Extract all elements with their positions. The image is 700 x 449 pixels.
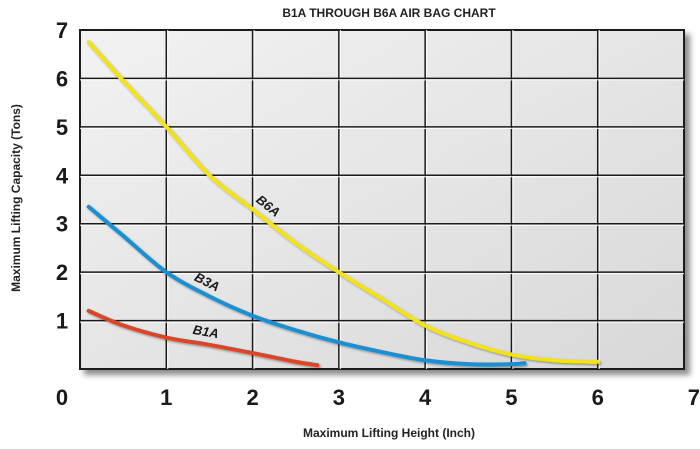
x-tick-label: 3 <box>333 385 345 410</box>
chart-title: B1A THROUGH B6A AIR BAG CHART <box>282 6 496 20</box>
x-tick-label: 0 <box>56 385 68 410</box>
y-tick-label: 1 <box>56 309 68 334</box>
grid-lines <box>80 30 684 369</box>
series-lines <box>86 40 600 368</box>
x-tick-label: 6 <box>592 385 604 410</box>
x-tick-label: 4 <box>419 385 432 410</box>
series-line-b6a <box>86 40 600 364</box>
y-tick-labels: 1 2 3 4 5 6 7 <box>56 18 69 334</box>
series-label-b1a: B1A <box>192 322 220 341</box>
x-axis-label: Maximum Lifting Height (Inch) <box>303 426 475 440</box>
series-line-b1a <box>86 308 320 368</box>
x-tick-label: 2 <box>246 385 258 410</box>
y-tick-label: 7 <box>56 18 68 43</box>
x-tick-label: 1 <box>160 385 172 410</box>
y-tick-label: 5 <box>56 115 68 140</box>
x-tick-label: 7 <box>688 385 700 410</box>
series-line-b3a <box>86 204 527 367</box>
x-tick-labels: 0 1 2 3 4 5 6 7 <box>56 385 700 410</box>
y-axis-label: Maximum Lifting Capacity (Tons) <box>9 104 23 292</box>
y-tick-label: 4 <box>56 163 69 188</box>
x-tick-label: 5 <box>505 385 517 410</box>
y-tick-label: 3 <box>56 212 68 237</box>
y-tick-label: 2 <box>56 260 68 285</box>
plot-background <box>79 29 685 370</box>
y-tick-label: 6 <box>56 66 68 91</box>
